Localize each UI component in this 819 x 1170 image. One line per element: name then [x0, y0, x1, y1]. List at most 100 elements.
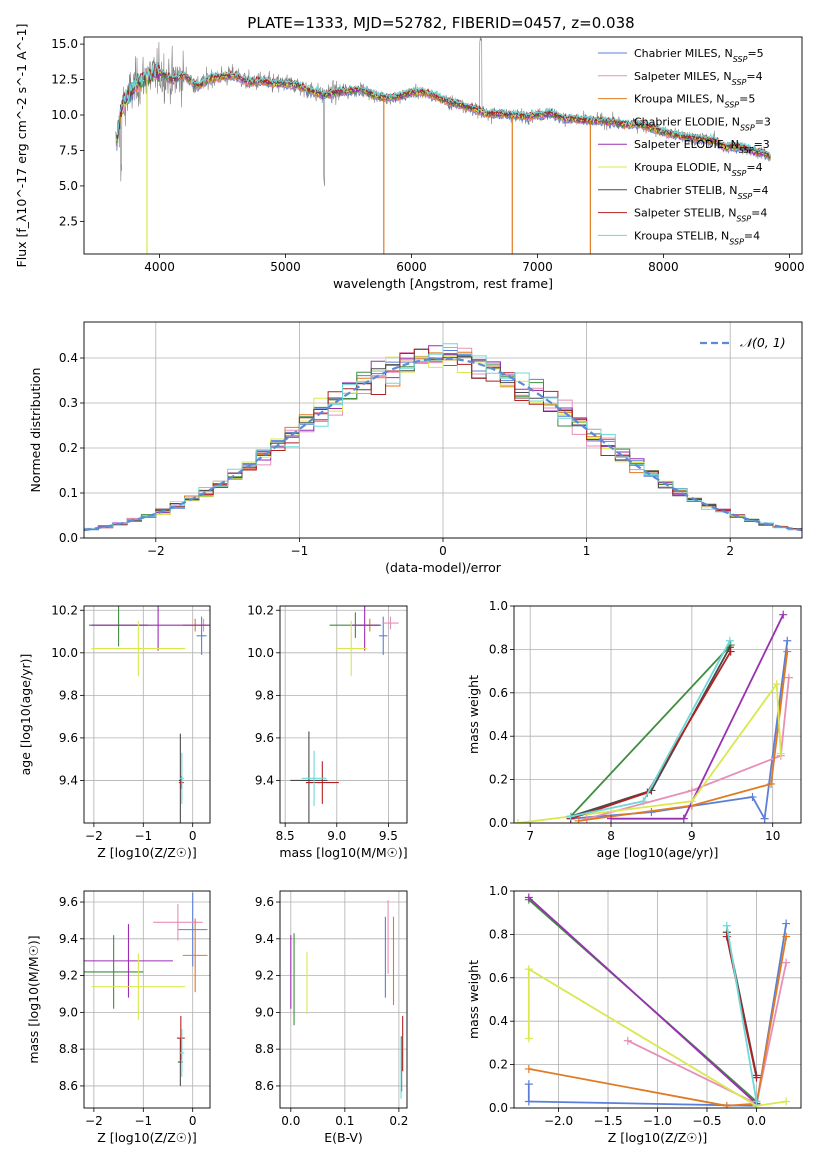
y-tick-label: 12.5 — [51, 73, 78, 87]
weight-point-marker — [776, 749, 785, 758]
axes-frame — [83, 890, 211, 1109]
y-tick-label: 0.2 — [489, 773, 508, 787]
y-tick-label: 9.0 — [255, 1005, 274, 1019]
weight-point-marker — [607, 814, 616, 823]
x-tick-label: 9000 — [774, 260, 805, 274]
y-tick-label: 0.1 — [59, 486, 78, 500]
legend-entry: Chabrier MILES, NSSP=5 — [634, 47, 764, 64]
legend-subscript: SSP — [729, 237, 744, 246]
x-axis-label: wavelength [Angstrom, rest frame] — [333, 276, 553, 291]
weight-series-line — [527, 967, 787, 1107]
legend-subscript: SSP — [732, 77, 747, 86]
weight-series-line — [586, 677, 790, 820]
legend-subscript: SSP — [736, 214, 751, 223]
weight-point-marker — [726, 647, 735, 656]
weight-point-marker — [725, 636, 734, 645]
spectrum-panel: 4000 5000 6000 7000 8000 9000 2.5 5.0 7.5 10.0 12.… — [14, 24, 805, 291]
x-axis-label: E(B-V) — [324, 1130, 363, 1145]
age-vs-Z-panel: −2 −1 0 9.4 9.6 9.8 10.0 10.2 Z [log10(Z/Z☉)] age… — [18, 603, 211, 860]
grid — [280, 606, 407, 823]
y-tick-label: 15.0 — [51, 37, 78, 51]
mass-vs-EBV-panel: 0.0 0.1 0.2 8.6 8.8 9.0 9.2 9.4 9.6 E(B-V) — [255, 890, 408, 1145]
weight-point-marker — [772, 680, 781, 689]
legend-count: =5 — [747, 47, 763, 60]
y-tick-label: 10.2 — [51, 603, 78, 617]
y-tick-label: 5.0 — [59, 179, 78, 193]
x-tick-label: 9 — [688, 829, 696, 843]
x-tick-label: 8000 — [648, 260, 679, 274]
y-tick-label: 8.8 — [59, 1042, 78, 1056]
x-tick-label: −2 — [85, 829, 103, 843]
x-tick-label: −1 — [134, 829, 152, 843]
y-tick-label: 0.6 — [489, 686, 508, 700]
x-tick-label: 2 — [726, 544, 734, 558]
y-tick-label: 9.0 — [59, 1005, 78, 1019]
weight-point-marker — [514, 819, 523, 823]
y-tick-label: 9.6 — [59, 895, 78, 909]
histogram-steps — [84, 343, 802, 532]
x-axis-label: Z [log10(Z/Z☉)] — [97, 845, 197, 860]
weight-point-marker — [687, 797, 696, 806]
axes-frame — [83, 321, 803, 539]
y-axis-label: mass [log10(M/M☉)] — [26, 935, 41, 1063]
weight-point-marker — [722, 1101, 731, 1108]
y-tick-label: 0.4 — [489, 1014, 508, 1028]
legend-entry: Chabrier ELODIE, NSSP=3 — [634, 115, 771, 131]
errorbar-point — [176, 1016, 185, 1061]
x-tick-label: 7000 — [522, 260, 553, 274]
x-tick-label: 7 — [526, 829, 534, 843]
weight-series-line — [570, 651, 732, 820]
y-axis-label: Flux [f_λ10^-17 erg cm^-2 s^-1 A^-1] — [14, 24, 29, 268]
weight-series-line — [528, 936, 788, 1107]
errorbar-point — [179, 1028, 185, 1077]
axes-frame — [83, 36, 803, 255]
x-tick-label: 0 — [189, 1114, 197, 1128]
y-tick-label: 9.6 — [255, 895, 274, 909]
y-tick-label: 7.5 — [59, 143, 78, 157]
x-tick-label: 0.0 — [747, 1114, 766, 1128]
legend-count: =4 — [746, 161, 762, 174]
weight-point-marker — [748, 792, 757, 801]
y-tick-label: 8.6 — [255, 1079, 274, 1093]
x-tick-label: 0 — [189, 829, 197, 843]
weight-point-marker — [760, 814, 769, 823]
errorbar-point — [177, 892, 208, 967]
y-tick-label: 9.8 — [59, 688, 78, 702]
x-tick-label: 0 — [439, 544, 447, 558]
legend-subscript: SSP — [738, 191, 753, 200]
y-tick-label: 10.2 — [247, 603, 274, 617]
weight-point-marker — [524, 893, 533, 902]
y-tick-label: 9.6 — [59, 731, 78, 745]
weight-point-marker — [783, 636, 792, 645]
x-tick-label: 8.5 — [276, 829, 295, 843]
residuals-panel: −2 −1 0 1 2 0.0 0.1 0.2 0.3 0.4 (data-model)/error… — [28, 321, 803, 575]
x-tick-label: −1.0 — [643, 1114, 672, 1128]
histogram-step-line — [84, 348, 802, 530]
x-tick-label: −1 — [134, 1114, 152, 1128]
y-tick-label: 9.2 — [59, 969, 78, 983]
y-tick-label: 0.0 — [489, 816, 508, 830]
x-tick-label: −2 — [85, 1114, 103, 1128]
errorbars — [290, 606, 399, 823]
weight-point-marker — [767, 779, 776, 788]
legend-entry: Kroupa STELIB, NSSP=4 — [634, 229, 760, 246]
spectrum-legend: Chabrier MILES, NSSP=5 Salpeter MILES, NS… — [598, 47, 771, 246]
y-tick-label: 9.4 — [255, 932, 274, 946]
x-tick-label: 8 — [607, 829, 615, 843]
weight-series-line — [517, 681, 782, 823]
y-tick-label: 10.0 — [51, 108, 78, 122]
normal-reference-line — [84, 357, 802, 532]
x-axis-label: Z [log10(Z/Z☉)] — [608, 1130, 708, 1145]
weight-point-marker — [783, 647, 792, 656]
figure-title: PLATE=1333, MJD=52782, FIBERID=0457, z=0… — [247, 14, 634, 32]
model-spectrum-line — [116, 64, 771, 159]
y-tick-label: 0.0 — [59, 531, 78, 545]
x-tick-label: −0.5 — [692, 1114, 721, 1128]
legend-entry: 𝒩(0, 1) — [740, 335, 786, 350]
legend-count: =3 — [754, 138, 770, 151]
y-tick-label: 0.6 — [489, 971, 508, 985]
x-tick-label: 9.5 — [379, 829, 398, 843]
weight-point-marker — [752, 1097, 761, 1106]
y-tick-label: 0.4 — [489, 729, 508, 743]
weight-lines — [514, 610, 793, 823]
